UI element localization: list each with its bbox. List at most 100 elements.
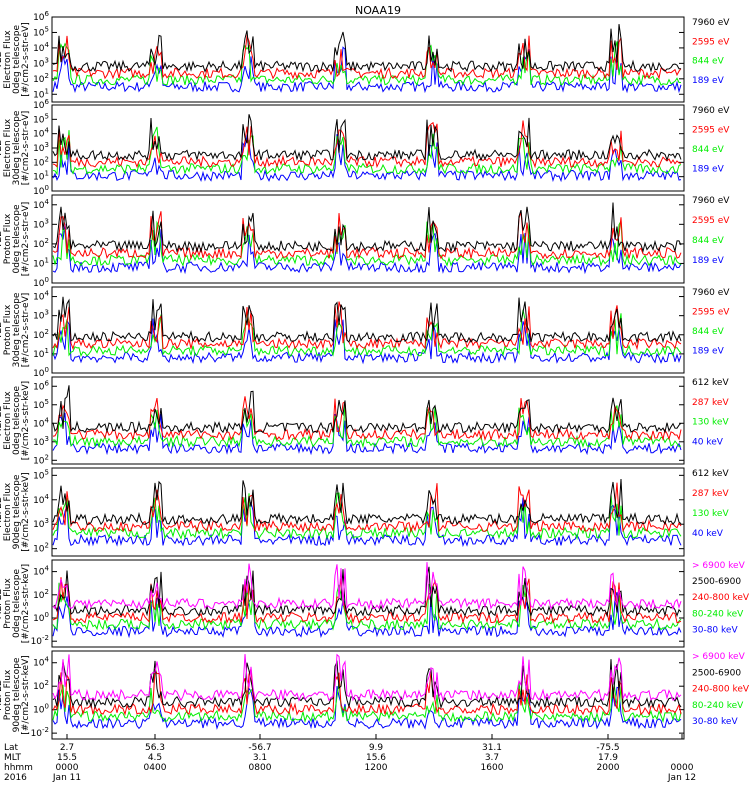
y-axis-label: TEDElectron Flux0deg telescope[#/cm2-s-s…: [0, 22, 31, 97]
y-tick-label: 103: [33, 309, 49, 322]
x-tick-hhmm: 0000: [56, 763, 79, 773]
y-tick-label: 104: [33, 493, 49, 506]
series-trace-red: [52, 577, 682, 625]
legend-entry: 189 eV: [692, 76, 725, 86]
series-trace-green: [52, 492, 682, 541]
x-tick-mlt: 4.5: [148, 753, 162, 763]
series-trace-blue: [52, 46, 682, 94]
legend-entry: 7960 eV: [692, 288, 730, 298]
panel-frame: [51, 194, 685, 284]
y-tick-label: 100: [33, 703, 49, 716]
x-tick-hhmm: 2000: [597, 763, 620, 773]
legend-entry: 189 eV: [692, 256, 725, 266]
panel-frame: [51, 16, 685, 103]
legend-entry: 7960 eV: [692, 106, 730, 116]
series-trace-black: [52, 659, 682, 710]
series-trace-red: [52, 668, 682, 716]
legend-entry: 2595 eV: [692, 126, 730, 136]
y-tick-label: 105: [33, 25, 49, 38]
y-tick-label: 102: [33, 588, 49, 601]
y-tick-label: 105: [33, 468, 49, 481]
series-trace-black: [52, 296, 682, 344]
series-trace-magenta: [52, 653, 682, 703]
x-tick-hhmm: 0000: [671, 763, 694, 773]
series-trace-blue: [52, 686, 682, 730]
x-row-label: 2016: [4, 773, 27, 783]
y-tick-label: 102: [33, 679, 49, 692]
y-tick-label: 106: [33, 379, 49, 392]
x-row-label: Lat: [4, 743, 19, 753]
y-tick-label: 105: [33, 112, 49, 125]
series-trace-blue: [52, 223, 682, 275]
legend-entry: 287 keV: [692, 489, 729, 499]
y-tick-label: 102: [33, 237, 49, 250]
legend-entry: 240-800 keV: [692, 593, 750, 603]
y-tick-label: 100: [33, 184, 49, 197]
legend-entry: 40 keV: [692, 437, 724, 447]
legend-entry: 30-80 keV: [692, 717, 738, 727]
legend-entry: 189 eV: [692, 347, 725, 357]
y-tick-label: 101: [33, 347, 49, 360]
legend-entry: 80-240 keV: [692, 701, 744, 711]
x-tick-lat: -75.5: [596, 743, 619, 753]
legend-entry: 40 keV: [692, 529, 724, 539]
legend-entry: 2595 eV: [692, 37, 730, 47]
x-row-label: hhmm: [4, 763, 33, 773]
y-axis-label: TEDProton Flux30deg telescope[#/cm2-s-st…: [0, 292, 31, 367]
legend-entry: 844 eV: [692, 57, 725, 67]
y-tick-label: 101: [33, 256, 49, 269]
x-tick-lat: 2.7: [60, 743, 74, 753]
y-tick-label: 103: [33, 56, 49, 69]
legend-entry: 30-80 keV: [692, 625, 738, 635]
x-tick-hhmm: 0800: [249, 763, 272, 773]
series-trace-green: [52, 41, 681, 86]
x-tick-date: Jan 11: [52, 773, 81, 783]
x-tick-mlt: 17.9: [598, 753, 618, 763]
y-axis-label: MEPEDProton Flux0deg telescope[#/cm2-s-s…: [0, 564, 31, 643]
x-tick-hhmm: 0400: [144, 763, 167, 773]
series-trace-magenta: [52, 562, 682, 611]
series-trace-black: [52, 385, 682, 435]
series-trace-black: [52, 202, 682, 254]
legend-entry: 844 eV: [692, 327, 725, 337]
x-tick-mlt: 3.1: [253, 753, 267, 763]
legend-entry: 844 eV: [692, 145, 725, 155]
x-tick-lat: -56.7: [248, 743, 271, 753]
legend-entry: 612 keV: [692, 469, 729, 479]
y-tick-label: 10-2: [31, 726, 49, 739]
chart-title: NOAA19: [355, 4, 401, 17]
series-trace-green: [52, 219, 682, 267]
y-tick-label: 104: [33, 416, 49, 429]
y-tick-label: 101: [33, 170, 49, 183]
y-tick-label: 100: [33, 611, 49, 624]
series-trace-red: [52, 211, 682, 261]
x-tick-lat: 9.9: [369, 743, 384, 753]
y-tick-label: 104: [33, 290, 49, 303]
series-trace-green: [52, 677, 682, 724]
series-trace-red: [52, 120, 682, 169]
y-axis-label: MEPEDElectron Flux90deg telescope[#/cm2-…: [0, 472, 31, 551]
y-tick-label: 10-2: [31, 634, 49, 647]
y-tick-label: 102: [33, 155, 49, 168]
x-tick-hhmm: 1600: [481, 763, 504, 773]
panel-frame: [51, 467, 685, 557]
series-trace-blue: [52, 134, 682, 183]
y-axis-label: TEDProton Flux0deg telescope[#/cm2-s-str…: [0, 202, 31, 277]
legend-entry: 287 keV: [692, 398, 729, 408]
legend-entry: 189 eV: [692, 165, 725, 175]
x-tick-mlt: 3.7: [485, 753, 499, 763]
y-tick-label: 103: [33, 517, 49, 530]
y-axis-label: TEDElectron Flux30deg telescope[#/cm2-s-…: [0, 110, 31, 185]
y-tick-label: 102: [33, 542, 49, 555]
series-trace-red: [52, 301, 682, 351]
y-tick-label: 105: [33, 398, 49, 411]
x-tick-hhmm: 1200: [365, 763, 388, 773]
legend-entry: > 6900 keV: [692, 561, 746, 571]
x-row-label: MLT: [4, 753, 22, 763]
legend-entry: 7960 eV: [692, 18, 730, 28]
